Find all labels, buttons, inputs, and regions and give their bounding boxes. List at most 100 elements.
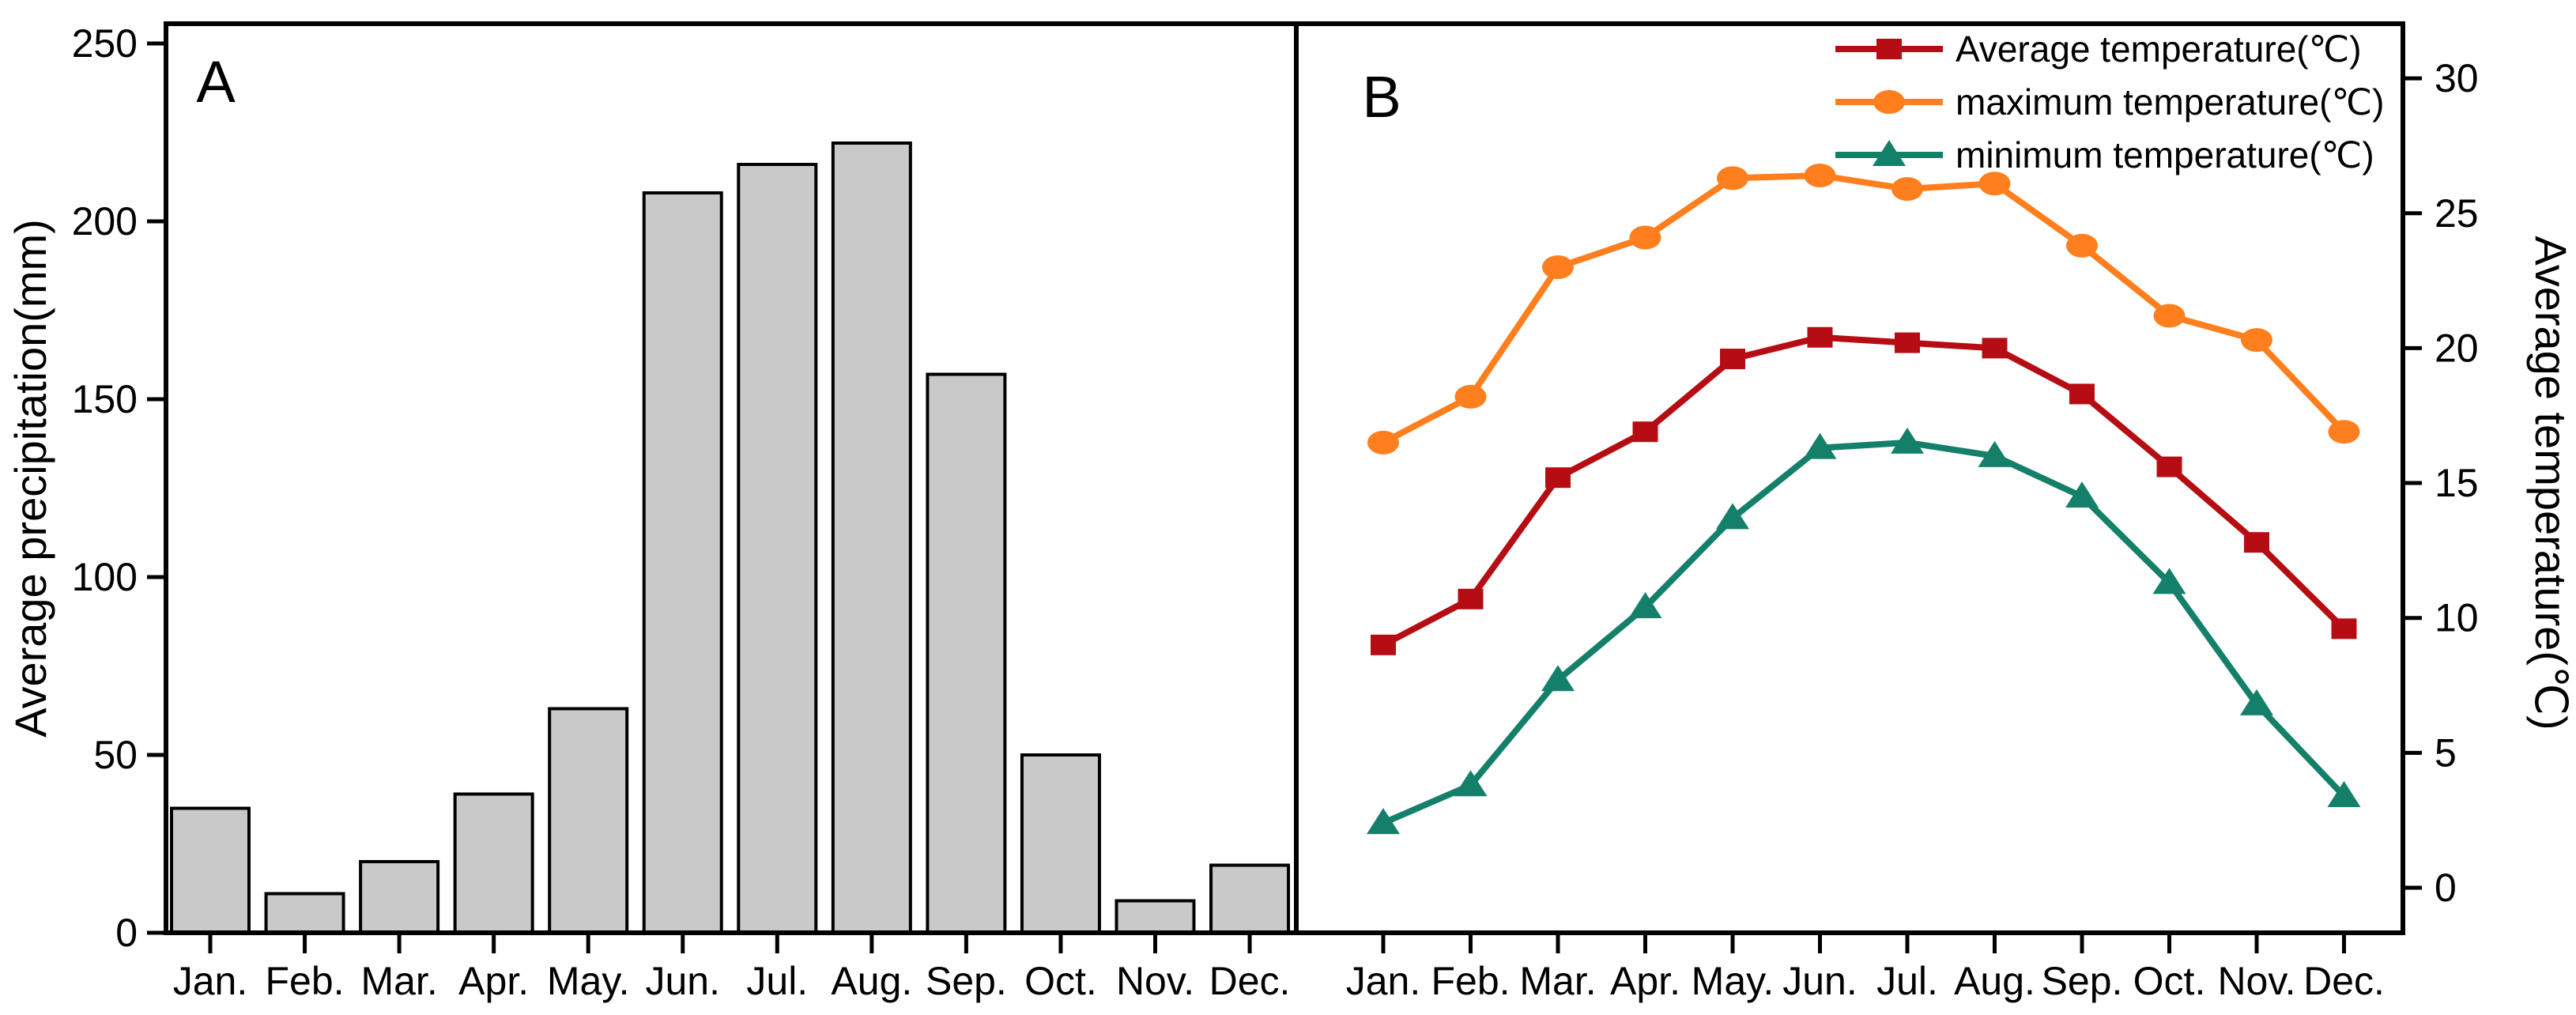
precip-bar-Mar: [359, 860, 440, 934]
series-point-2-Mar: [1541, 665, 1575, 692]
panel-a-month-label: Jun.: [645, 959, 720, 1003]
panel-a-letter: A: [196, 49, 236, 115]
series-point-0-Jan: [1371, 634, 1396, 655]
series-point-1-Mar: [1542, 255, 1574, 280]
panel-b-month-label: Jun.: [1782, 959, 1858, 1003]
series-point-2-Dec: [2327, 780, 2361, 807]
legend-triangle-marker: [1873, 140, 1906, 166]
series-point-0-Sep: [2069, 383, 2095, 405]
series-point-1-Aug: [1978, 172, 2011, 196]
legend-item-triangle: minimum temperature(℃): [1835, 134, 2374, 175]
temp-tick-label: 5: [2435, 730, 2457, 775]
series-point-1-Jun: [1804, 163, 1836, 187]
series-point-1-Oct: [2153, 304, 2186, 328]
panel-b-month-label: Nov.: [2217, 959, 2295, 1003]
series-point-1-Nov: [2241, 328, 2272, 353]
panel-b-month-label: Mar.: [1519, 959, 1596, 1003]
series-point-1-Apr: [1629, 225, 1661, 250]
panel-a-month-label: Oct.: [1024, 959, 1097, 1003]
series-line-1: [1382, 172, 2347, 446]
panel-a-month-label: Jul.: [746, 959, 808, 1003]
legend-label: minimum temperature(℃): [1956, 134, 2374, 175]
precip-bar-Oct: [1020, 753, 1101, 934]
legend-square-marker: [1876, 39, 1902, 59]
series-point-0-Aug: [1982, 338, 2008, 359]
series-circle: [1367, 163, 2360, 455]
series-line-2: [1382, 439, 2347, 826]
panel-a-month-label: Jan.: [173, 959, 248, 1003]
panel-b-month-label: May.: [1692, 959, 1775, 1003]
series-point-1-Jul: [1891, 177, 1923, 202]
temp-tick-label: 25: [2435, 191, 2479, 236]
panel-a-month-label: Nov.: [1116, 959, 1194, 1003]
precip-bar-Jul: [737, 163, 818, 934]
precip-bar-Sep: [926, 372, 1007, 934]
legend-label: Average temperature(℃): [1956, 28, 2362, 70]
precip-tick-label: 150: [72, 377, 138, 421]
series-point-2-Jan: [1367, 808, 1400, 835]
series-point-0-Dec: [2331, 618, 2357, 640]
panel-b-month-label: Dec.: [2303, 959, 2385, 1003]
series-point-0-Feb: [1458, 588, 1484, 609]
panel-a-month-label: May.: [547, 959, 630, 1003]
temp-tick-label: 15: [2435, 461, 2479, 505]
series-point-1-Feb: [1454, 384, 1487, 409]
series-point-0-Mar: [1545, 467, 1571, 489]
panel-a-frame: [164, 21, 1299, 935]
panel-b-month-label: Apr.: [1610, 959, 1680, 1003]
precip-tick-label: 0: [115, 911, 138, 955]
legend: Average temperature(℃) maximum temperatur…: [1835, 28, 2384, 175]
series-point-1-Dec: [2328, 420, 2360, 444]
precip-bar-Aug: [831, 141, 912, 934]
panel-a-month-label: Apr.: [458, 959, 529, 1003]
precip-bar-May: [548, 707, 629, 934]
panel-b-month-label: Aug.: [1954, 959, 2035, 1003]
series-triangle: [1367, 427, 2361, 835]
axis-ticks: [147, 41, 2422, 953]
legend-circle-marker: [1873, 90, 1905, 114]
temp-tick-label: 10: [2435, 596, 2479, 640]
panel-b-month-label: Sep.: [2042, 959, 2123, 1003]
series-point-2-May: [1716, 503, 1749, 530]
legend-label: maximum temperature(℃): [1956, 81, 2384, 123]
precip-tick-label: 100: [72, 555, 138, 599]
series-point-0-Jun: [1807, 326, 1833, 348]
precip-tick-label: 50: [93, 733, 138, 777]
panel-a-month-label: Mar.: [360, 959, 437, 1003]
legend-item-square: Average temperature(℃): [1835, 28, 2362, 70]
panel-a-month-label: Feb.: [266, 959, 345, 1003]
precip-bar-Apr: [453, 792, 534, 934]
panel-a-month-label: Aug.: [831, 959, 912, 1003]
series-point-0-Jul: [1895, 332, 1920, 353]
temp-tick-label: 20: [2435, 326, 2479, 370]
series-line-0: [1382, 334, 2347, 648]
temperature-series: [1367, 163, 2361, 835]
precip-bar-Dec: [1209, 863, 1291, 934]
precip-tick-label: 200: [72, 199, 138, 243]
panel-b-month-label: Jan.: [1346, 959, 1421, 1003]
panel-a-month-label: Dec.: [1209, 959, 1291, 1003]
precip-bar-Jun: [642, 191, 723, 934]
temp-tick-label: 30: [2435, 56, 2479, 100]
series-point-2-Sep: [2065, 481, 2099, 508]
series-point-0-Nov: [2244, 532, 2269, 553]
series-point-0-Oct: [2156, 456, 2182, 477]
series-point-2-Apr: [1628, 592, 1662, 619]
precipitation-bars: [170, 141, 1291, 934]
series-point-1-May: [1717, 166, 1748, 191]
legend-item-circle: maximum temperature(℃): [1835, 81, 2384, 123]
panel-b-frame: [1294, 21, 2405, 935]
series-point-2-Jul: [1891, 427, 1924, 454]
temp-tick-label: 0: [2435, 866, 2457, 910]
series-point-2-Jun: [1803, 432, 1837, 459]
series-point-1-Sep: [2066, 233, 2098, 258]
series-point-2-Oct: [2152, 568, 2186, 594]
precip-bar-Jan: [170, 806, 251, 934]
series-point-1-Jan: [1367, 430, 1399, 455]
series-point-0-May: [1720, 349, 1745, 370]
series-point-2-Nov: [2240, 689, 2273, 715]
panel-b-letter: B: [1362, 64, 1401, 130]
series-square: [1371, 326, 2357, 655]
